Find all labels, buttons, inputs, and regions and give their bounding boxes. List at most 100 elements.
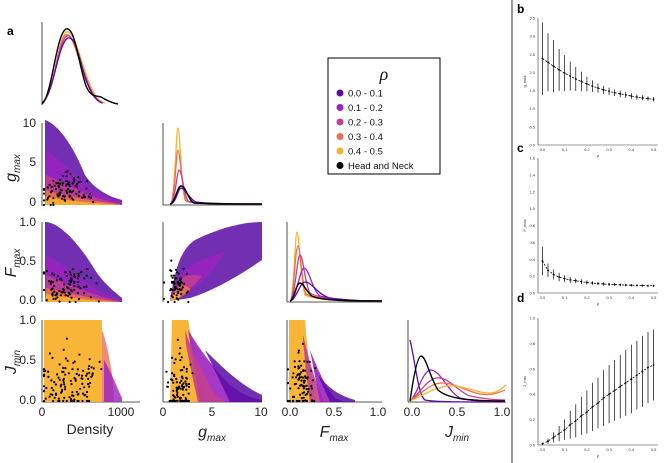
x-tick-label: 0.0 [540, 295, 546, 300]
head-and-neck-point [309, 393, 312, 397]
head-and-neck-point [303, 379, 306, 382]
y-tick-label: 1.0 [529, 316, 535, 321]
head-and-neck-point [68, 271, 71, 274]
pairplot-grid: 10 5 0 gmax 1.0 0.5 0.0 Fmax [3, 22, 511, 444]
head-and-neck-point [186, 290, 189, 293]
head-and-neck-point [176, 271, 179, 274]
y-tick-label: 3.5 [529, 16, 535, 21]
data-point [652, 284, 655, 287]
head-and-neck-point [75, 372, 78, 375]
x-tick-label: 1.0 [370, 405, 387, 419]
head-and-neck-point [293, 365, 296, 369]
data-point [602, 397, 605, 399]
head-and-neck-point [300, 364, 303, 367]
y-tick-label: 1.4 [529, 172, 535, 177]
head-and-neck-point [77, 285, 80, 288]
head-and-neck-point [307, 390, 310, 393]
head-and-neck-point [171, 372, 174, 375]
head-and-neck-point [73, 399, 76, 403]
head-and-neck-point [42, 288, 46, 292]
head-and-neck-point [314, 367, 317, 370]
head-and-neck-point [185, 367, 188, 370]
data-point [574, 78, 577, 80]
head-and-neck-point [286, 399, 290, 403]
data-point [574, 419, 577, 422]
head-and-neck-point [170, 294, 173, 297]
head-and-neck-point [51, 292, 54, 295]
head-and-neck-point [183, 282, 186, 285]
legend-marker [336, 104, 344, 111]
head-and-neck-point [64, 184, 68, 187]
y-tick-label: 1.0 [529, 106, 535, 111]
head-and-neck-point [175, 389, 178, 392]
data-point [624, 381, 627, 384]
head-and-neck-point [187, 300, 190, 304]
head-and-neck-point [89, 381, 92, 384]
data-point [597, 282, 599, 285]
head-and-neck-point [302, 369, 305, 372]
head-and-neck-point [81, 399, 84, 403]
head-and-neck-point [182, 399, 185, 403]
head-and-neck-point [181, 375, 184, 378]
head-and-neck-point [59, 191, 62, 194]
head-and-neck-point [87, 195, 90, 198]
diag-density-kde [41, 22, 119, 105]
y-tick-label: 0.0 [19, 393, 36, 407]
head-and-neck-point [305, 384, 308, 387]
head-and-neck-point [173, 373, 176, 376]
head-and-neck-point [76, 393, 79, 396]
head-and-neck-point [54, 383, 58, 386]
head-and-neck-point [56, 373, 59, 376]
head-and-neck-point [305, 392, 309, 395]
head-and-neck-point [185, 376, 188, 379]
head-and-neck-point [289, 387, 292, 390]
data-point [602, 283, 605, 285]
head-and-neck-point [52, 179, 55, 182]
head-and-neck-point [175, 294, 178, 297]
head-and-neck-point [75, 192, 78, 195]
head-and-neck-point [179, 387, 182, 390]
head-and-neck-point [56, 296, 59, 299]
head-and-neck-point [177, 272, 180, 275]
y-axis-label-jmin: Jmin [3, 350, 23, 376]
head-and-neck-point [54, 188, 58, 191]
head-and-neck-point [77, 272, 80, 275]
x-tick-label: 0.4 [629, 295, 635, 300]
head-and-neck-point [58, 290, 61, 293]
head-and-neck-points [286, 342, 317, 403]
panel-letter-b: b [517, 2, 524, 16]
y-tick-label: 0.5 [529, 124, 535, 129]
head-and-neck-point [66, 192, 69, 195]
head-and-neck-point [174, 358, 177, 361]
legend-label: Head and Neck [348, 161, 414, 172]
head-and-neck-point [77, 274, 80, 277]
head-and-neck-point [59, 294, 63, 297]
points-0.0-0.1 [205, 350, 262, 402]
head-and-neck-point [48, 280, 51, 283]
y-tick-label: 0.6 [529, 240, 535, 245]
head-and-neck-point [64, 385, 67, 388]
head-and-neck-point [82, 193, 85, 196]
head-and-neck-point [92, 367, 95, 370]
head-and-neck-point [52, 389, 55, 392]
head-and-neck-point [288, 399, 291, 403]
data-point [630, 95, 633, 97]
head-and-neck-point [310, 399, 314, 402]
scatter-jmin-vs-fmax: 0.0 0.5 1.0 Fmax [282, 320, 387, 444]
y-axis-label-fmax: Fmax [3, 248, 23, 278]
head-and-neck-point [89, 296, 92, 299]
head-and-neck-point [297, 351, 300, 354]
head-and-neck-point [173, 288, 176, 291]
head-and-neck-point [292, 372, 295, 375]
legend-label: 0.4 - 0.5 [348, 147, 383, 158]
x-tick-label: 0.1 [562, 447, 568, 452]
head-and-neck-point [182, 267, 185, 270]
y-tick-label: 0.5 [19, 254, 36, 268]
legend-label: 0.1 - 0.2 [348, 103, 383, 114]
head-and-neck-point [67, 182, 70, 185]
y-tick-label: 2.5 [529, 52, 535, 57]
y-tick-label: 2.0 [529, 70, 535, 75]
data-point [580, 414, 583, 417]
head-and-neck-points [42, 337, 103, 403]
head-and-neck-point [180, 379, 183, 382]
